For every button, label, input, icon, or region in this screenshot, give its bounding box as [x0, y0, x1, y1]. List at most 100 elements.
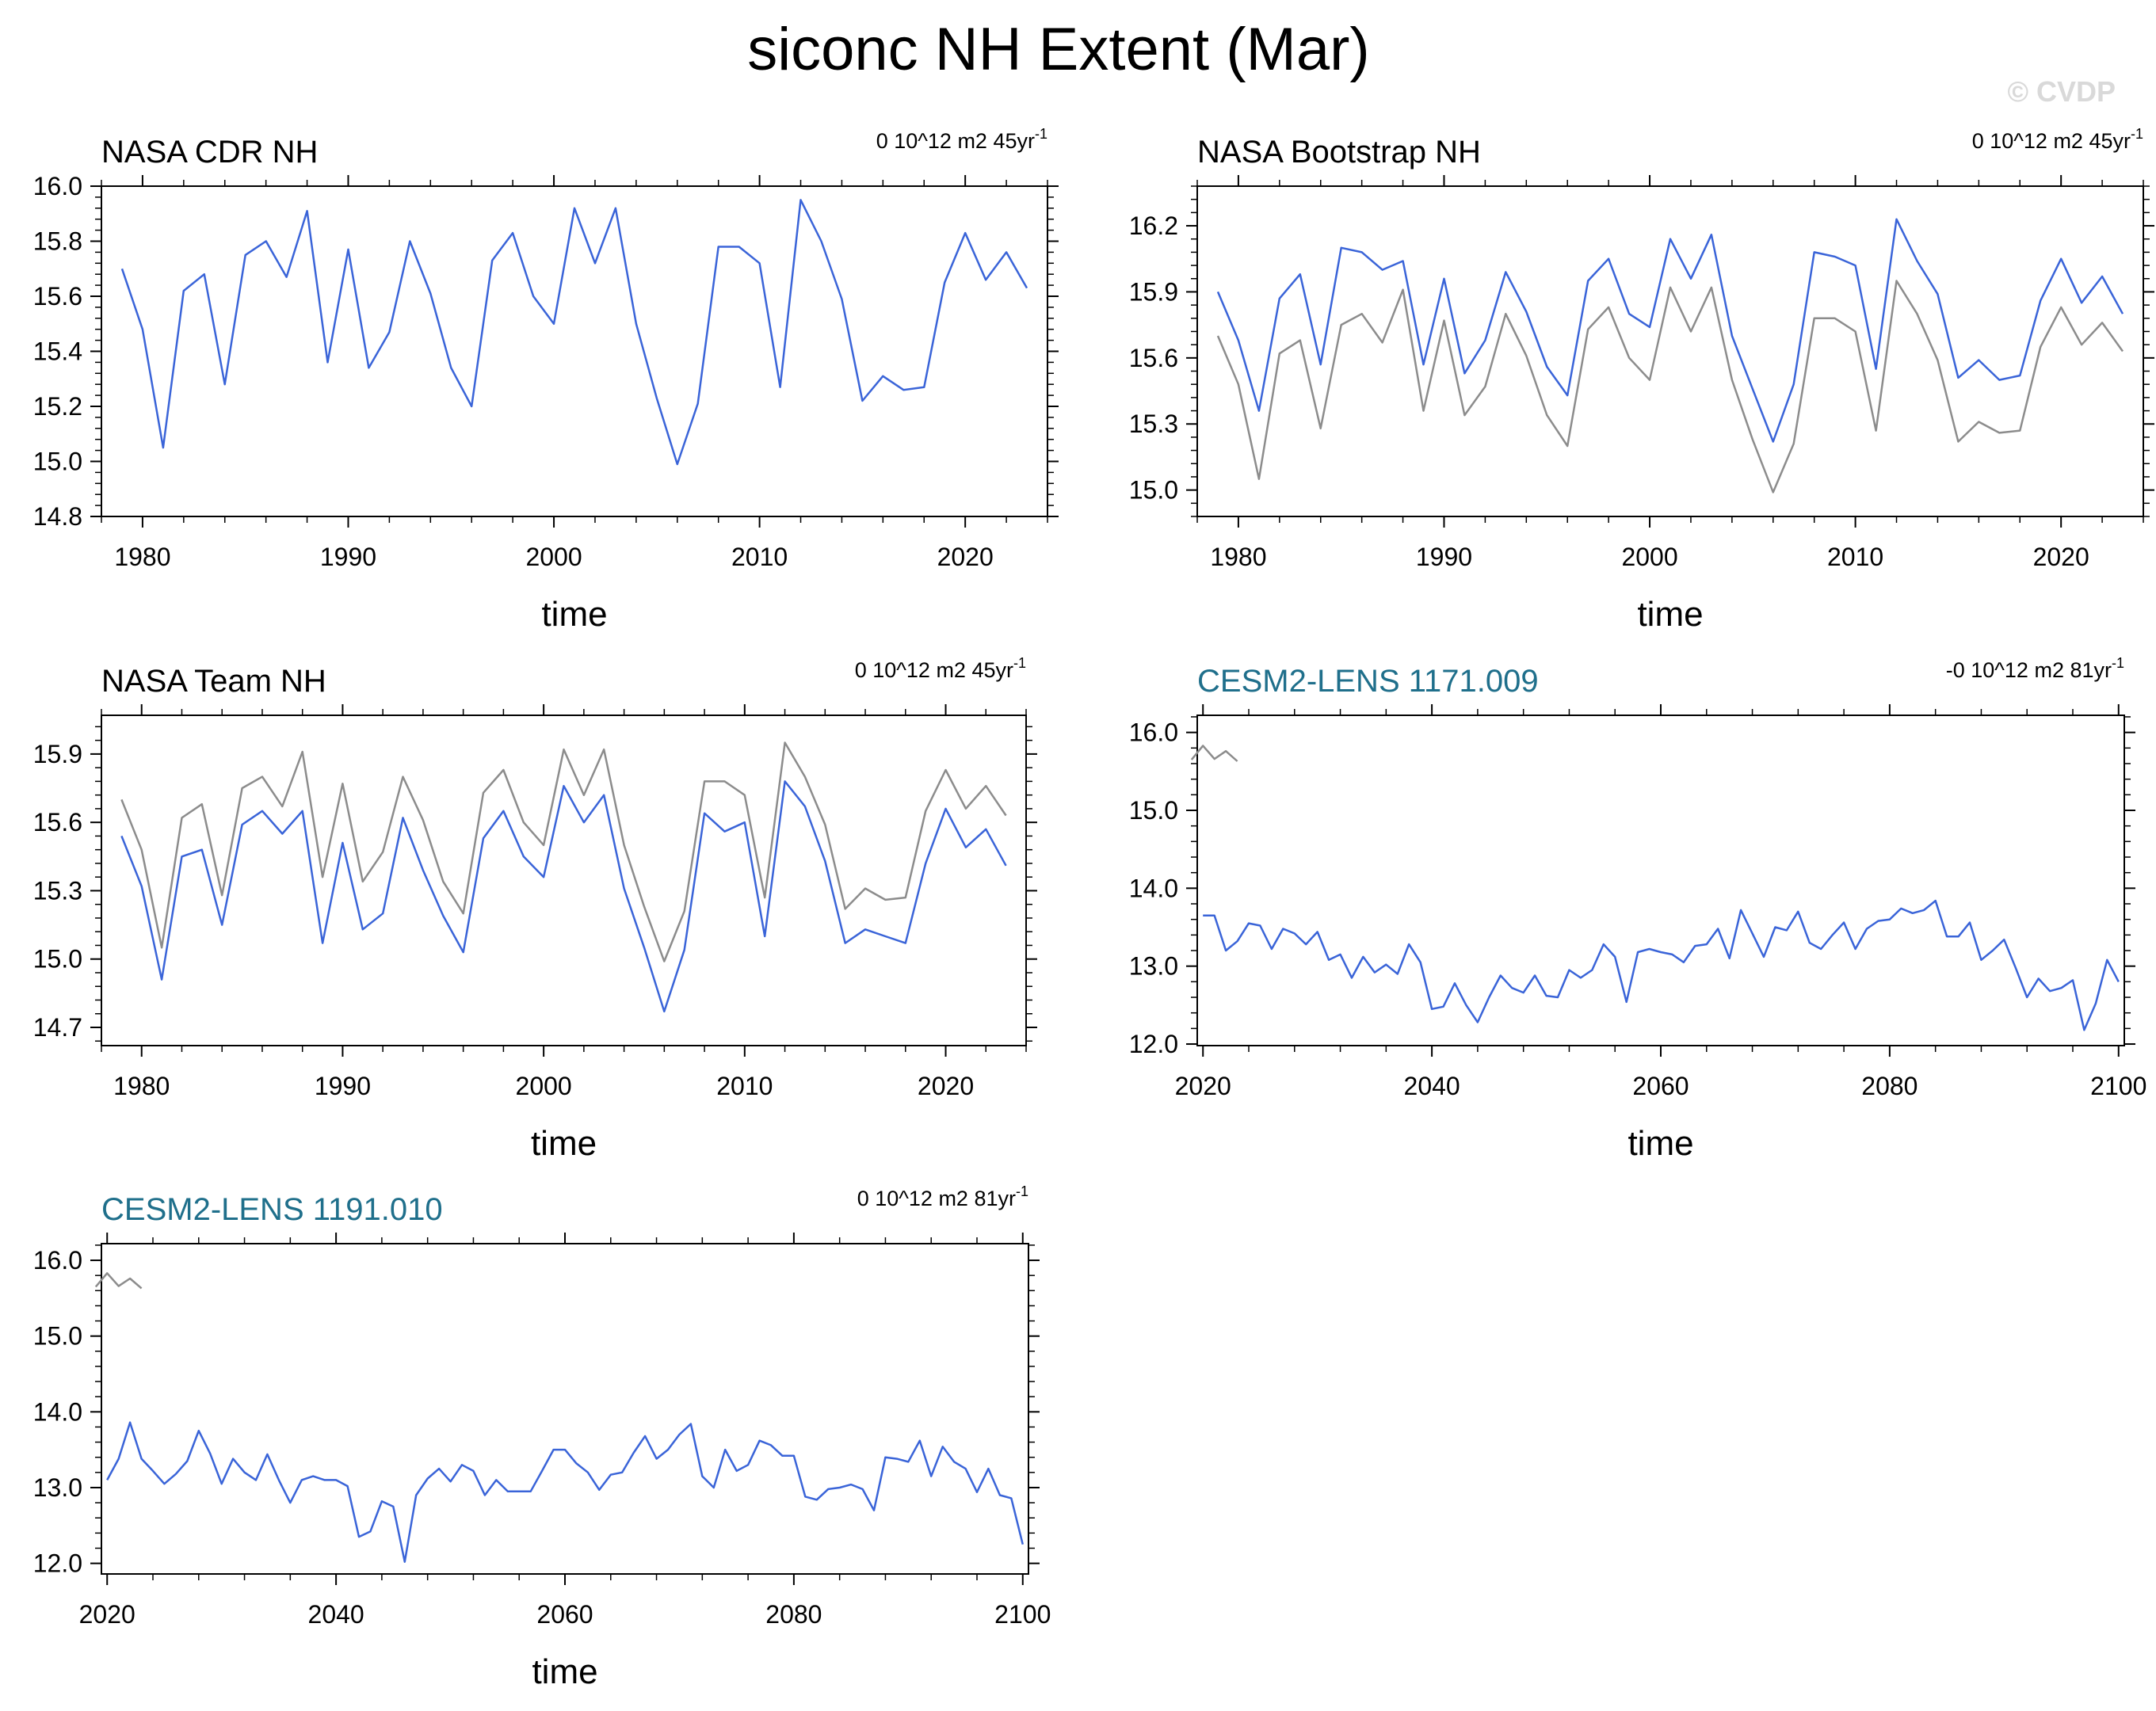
x-axis-label: time — [541, 595, 607, 634]
trend-value: 0 10^12 m2 45yr — [876, 129, 1035, 153]
y-tick-label: 14.0 — [1129, 874, 1178, 902]
x-tick-label: 2000 — [525, 543, 582, 571]
series-line-primary — [1216, 218, 2124, 443]
series-line-primary — [120, 780, 1007, 1013]
x-tick-label: 1980 — [1210, 543, 1266, 571]
x-axis-label: time — [1627, 1124, 1693, 1163]
chart-panel-4: CESM2-LENS 1171.009 -0 10^12 m2 81yr-1 12.… — [1129, 655, 2147, 1163]
x-tick-label: 2010 — [1827, 543, 1883, 571]
trend-annotation: 0 10^12 m2 45yr-1 — [1972, 126, 2143, 153]
x-tick-label: 2080 — [765, 1600, 822, 1629]
plot-frame — [101, 1243, 1029, 1575]
chart-panel-2: NASA Bootstrap NH 0 10^12 m2 45yr-1 15.0 15… — [1129, 126, 2154, 634]
y-tick-label: 12.0 — [33, 1549, 82, 1578]
y-tick-label: 14.7 — [33, 1013, 82, 1042]
x-tick-label: 2100 — [994, 1600, 1051, 1629]
x-tick-label: 2020 — [1175, 1072, 1231, 1100]
trend-value: -0 10^12 m2 81yr — [1946, 658, 2112, 682]
y-tick-label: 16.0 — [33, 172, 82, 200]
x-tick-label: 2010 — [731, 543, 788, 571]
x-tick-label: 2020 — [2033, 543, 2089, 571]
y-tick-label: 14.8 — [33, 502, 82, 531]
y-tick-label: 15.4 — [33, 337, 82, 366]
trend-annotation: 0 10^12 m2 45yr-1 — [855, 655, 1026, 682]
panels-group: NASA CDR NH 0 10^12 m2 45yr-114.815.015.2… — [33, 126, 2154, 1691]
plot-frame — [1196, 715, 2125, 1046]
watermark-text: © CVDP — [2007, 75, 2116, 108]
chart-panel-5: CESM2-LENS 1191.010 0 10^12 m2 81yr-1 12.0… — [33, 1183, 1051, 1691]
trend-exponent: -1 — [2131, 126, 2143, 142]
x-tick-label: 1990 — [320, 543, 376, 571]
series-line-reference — [120, 741, 1007, 962]
panel-title: CESM2-LENS 1171.009 — [1197, 664, 1539, 699]
y-tick-label: 15.2 — [33, 392, 82, 421]
y-tick-label: 15.0 — [1129, 476, 1178, 505]
panel-title: NASA CDR NH — [101, 135, 318, 170]
y-tick-label: 15.0 — [1129, 796, 1178, 825]
plot-frame — [1196, 185, 2144, 517]
trend-exponent: -1 — [1035, 126, 1047, 142]
y-tick-label: 15.8 — [33, 227, 82, 256]
trend-value: 0 10^12 m2 45yr — [1972, 129, 2131, 153]
x-tick-label: 2010 — [716, 1072, 773, 1100]
x-axis-label: time — [532, 1652, 597, 1691]
trend-annotation: 0 10^12 m2 45yr-1 — [876, 126, 1047, 153]
panel-title: NASA Team NH — [101, 664, 326, 699]
x-tick-label: 2060 — [1632, 1072, 1689, 1100]
trend-annotation: -0 10^12 m2 81yr-1 — [1946, 655, 2124, 682]
y-tick-label: 13.0 — [1129, 952, 1178, 981]
y-tick-label: 15.3 — [1129, 410, 1178, 438]
x-tick-label: 2020 — [918, 1072, 974, 1100]
series-line-reference — [1216, 280, 2124, 493]
x-tick-label: 1990 — [315, 1072, 371, 1100]
series-line-primary — [120, 199, 1028, 466]
x-tick-label: 2000 — [1621, 543, 1677, 571]
y-tick-label: 15.0 — [33, 945, 82, 974]
x-tick-label: 2040 — [1404, 1072, 1460, 1100]
trend-exponent: -1 — [1013, 655, 1026, 671]
x-tick-label: 2020 — [79, 1600, 135, 1629]
x-tick-label: 2040 — [308, 1600, 364, 1629]
chart-panel-3: NASA Team NH 0 10^12 m2 45yr-1 14.7 15.0 15.… — [33, 655, 1037, 1163]
x-axis-label: time — [531, 1124, 597, 1163]
x-tick-label: 2000 — [516, 1072, 572, 1100]
series-line-reference — [1190, 745, 1238, 762]
panel-title: CESM2-LENS 1191.010 — [101, 1192, 443, 1227]
x-tick-label: 2060 — [536, 1600, 593, 1629]
trend-exponent: -1 — [2112, 655, 2124, 671]
series-line-primary — [106, 1421, 1025, 1563]
y-tick-label: 15.9 — [33, 740, 82, 768]
y-tick-label: 16.0 — [1129, 718, 1178, 747]
x-axis-label: time — [1637, 595, 1703, 634]
plot-frame — [101, 715, 1027, 1046]
y-tick-label: 16.0 — [33, 1246, 82, 1275]
x-tick-label: 2100 — [2090, 1072, 2146, 1100]
trend-exponent: -1 — [1016, 1183, 1028, 1199]
plot-frame — [101, 185, 1048, 517]
series-line-primary — [1203, 899, 2120, 1031]
x-tick-label: 1990 — [1416, 543, 1472, 571]
x-tick-label: 1980 — [113, 1072, 170, 1100]
y-tick-label: 14.0 — [33, 1397, 82, 1426]
chart-panel-1: NASA CDR NH 0 10^12 m2 45yr-1 14.8 15.0 15.2… — [33, 126, 1059, 634]
y-tick-label: 12.0 — [1129, 1030, 1178, 1058]
figure-title: siconc NH Extent (Mar) — [747, 16, 1370, 83]
x-tick-label: 1980 — [114, 543, 170, 571]
y-tick-label: 15.6 — [1129, 344, 1178, 372]
panel-title: NASA Bootstrap NH — [1197, 135, 1481, 170]
y-tick-label: 15.0 — [33, 1322, 82, 1351]
trend-value: 0 10^12 m2 45yr — [855, 658, 1013, 682]
y-tick-label: 16.2 — [1129, 211, 1178, 240]
y-tick-label: 15.6 — [33, 282, 82, 311]
x-tick-label: 2020 — [937, 543, 994, 571]
trend-annotation: 0 10^12 m2 81yr-1 — [857, 1183, 1028, 1210]
y-tick-label: 15.6 — [33, 808, 82, 836]
y-tick-label: 15.9 — [1129, 277, 1178, 306]
trend-value: 0 10^12 m2 81yr — [857, 1187, 1016, 1210]
x-tick-label: 2080 — [1861, 1072, 1918, 1100]
series-line-reference — [94, 1272, 143, 1290]
y-tick-label: 15.0 — [33, 448, 82, 476]
y-tick-label: 13.0 — [33, 1473, 82, 1502]
y-tick-label: 15.3 — [33, 876, 82, 905]
